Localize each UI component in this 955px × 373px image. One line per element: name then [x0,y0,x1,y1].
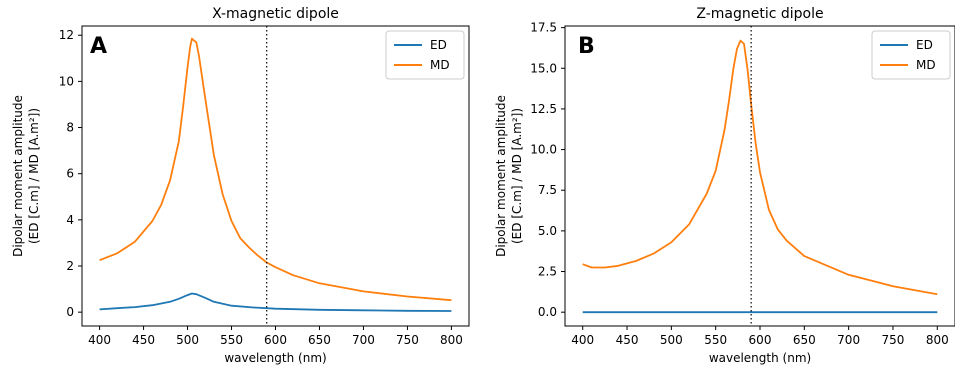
x-tick-label: 750 [396,333,419,347]
legend-label-md: MD [916,58,936,72]
y-tick-label: 7.5 [538,183,557,197]
y-tick-label: 12.5 [530,102,557,116]
x-tick-label: 700 [352,333,375,347]
x-tick-label: 500 [660,333,683,347]
y-tick-label: 0.0 [538,305,557,319]
series-line-md [582,39,938,296]
legend: ED MD [871,30,951,80]
x-tick-label: 650 [793,333,816,347]
legend: ED MD [385,30,465,80]
x-tick-label: 650 [308,333,331,347]
x-tick-label: 750 [882,333,905,347]
x-tick-label: 500 [176,333,199,347]
y-axis-label-units: (ED [C.m] / MD [A.m²]) [27,108,41,244]
x-tick-label: 600 [749,333,772,347]
y-tick-label: 0 [66,305,74,319]
x-tick-label: 600 [264,333,287,347]
x-tick-label: 700 [837,333,860,347]
panel-letter: A [90,34,107,59]
legend-label-ed: ED [430,38,447,52]
y-axis-label-units: (ED [C.m] / MD [A.m²]) [510,108,524,244]
y-tick-label: 10.0 [530,143,557,157]
x-tick-label: 450 [616,333,639,347]
x-axis-label: wavelength (nm) [709,351,811,365]
y-tick-label: 4 [66,213,74,227]
y-tick-label: 2.5 [538,265,557,279]
x-tick-label: 550 [220,333,243,347]
y-tick-label: 2 [66,259,74,273]
y-axis-label: Dipolar moment amplitude [11,95,25,257]
y-tick-label: 5.0 [538,224,557,238]
x-tick-label: 450 [132,333,155,347]
y-axis-label: Dipolar moment amplitude [494,95,508,257]
chart-title: X-magnetic dipole [212,6,339,22]
chart-title: Z-magnetic dipole [696,6,823,22]
legend-label-ed: ED [916,38,933,52]
panel-letter: B [578,34,595,59]
series-line-ed [99,292,452,312]
y-tick-label: 6 [66,167,74,181]
series-line-md [99,37,452,302]
x-tick-label: 800 [926,333,949,347]
y-tick-label: 10 [59,74,74,88]
x-axis-label: wavelength (nm) [224,351,326,365]
chart-panel-x-magnetic-dipole: X-magnetic dipole A Dipolar moment ampli… [11,6,470,365]
x-tick-label: 800 [440,333,463,347]
y-tick-label: 8 [66,121,74,135]
x-tick-label: 550 [704,333,727,347]
y-tick-label: 17.5 [530,21,557,35]
chart-panel-z-magnetic-dipole: Z-magnetic dipole B Dipolar moment ampli… [494,6,955,365]
legend-label-md: MD [430,58,450,72]
y-tick-label: 15.0 [530,61,557,75]
x-tick-label: 400 [88,333,111,347]
x-tick-label: 400 [571,333,594,347]
y-tick-label: 12 [59,28,74,42]
